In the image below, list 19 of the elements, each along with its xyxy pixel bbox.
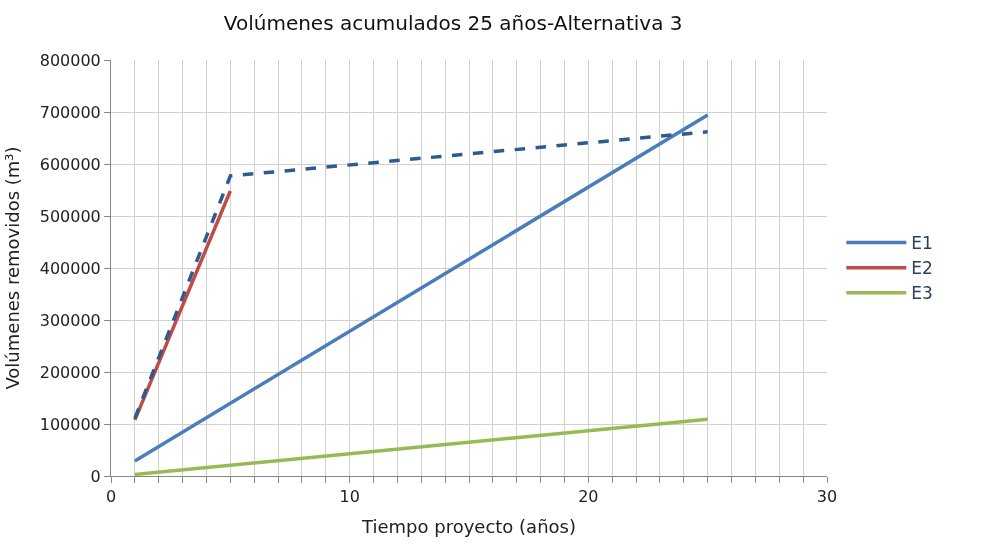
y-tick-label: 500000 (39, 206, 101, 226)
y-tick-label: 100000 (39, 414, 101, 434)
chart-title: Volúmenes acumulados 25 años-Alternativa 3 (223, 11, 683, 36)
y-tick-label: 0 (90, 466, 101, 486)
y-tick-label: 300000 (39, 310, 101, 330)
y-tick-label: 400000 (39, 258, 101, 278)
legend-label: E2 (911, 258, 933, 279)
legend-label: E3 (911, 283, 933, 304)
legend-label: E1 (911, 233, 933, 254)
x-tick-label: 0 (105, 487, 117, 507)
y-tick-label: 800000 (39, 50, 101, 70)
x-tick-label: 30 (816, 487, 838, 507)
y-tick-label: 200000 (39, 362, 101, 382)
x-tick-label: 20 (578, 487, 599, 507)
y-tick-label: 600000 (39, 154, 101, 174)
y-axis-title: Volúmenes removidos (m³) (1, 146, 23, 390)
x-axis-title: Tiempo proyecto (años) (361, 516, 576, 538)
y-tick-label: 700000 (39, 102, 101, 122)
x-tick-label: 10 (339, 487, 360, 507)
